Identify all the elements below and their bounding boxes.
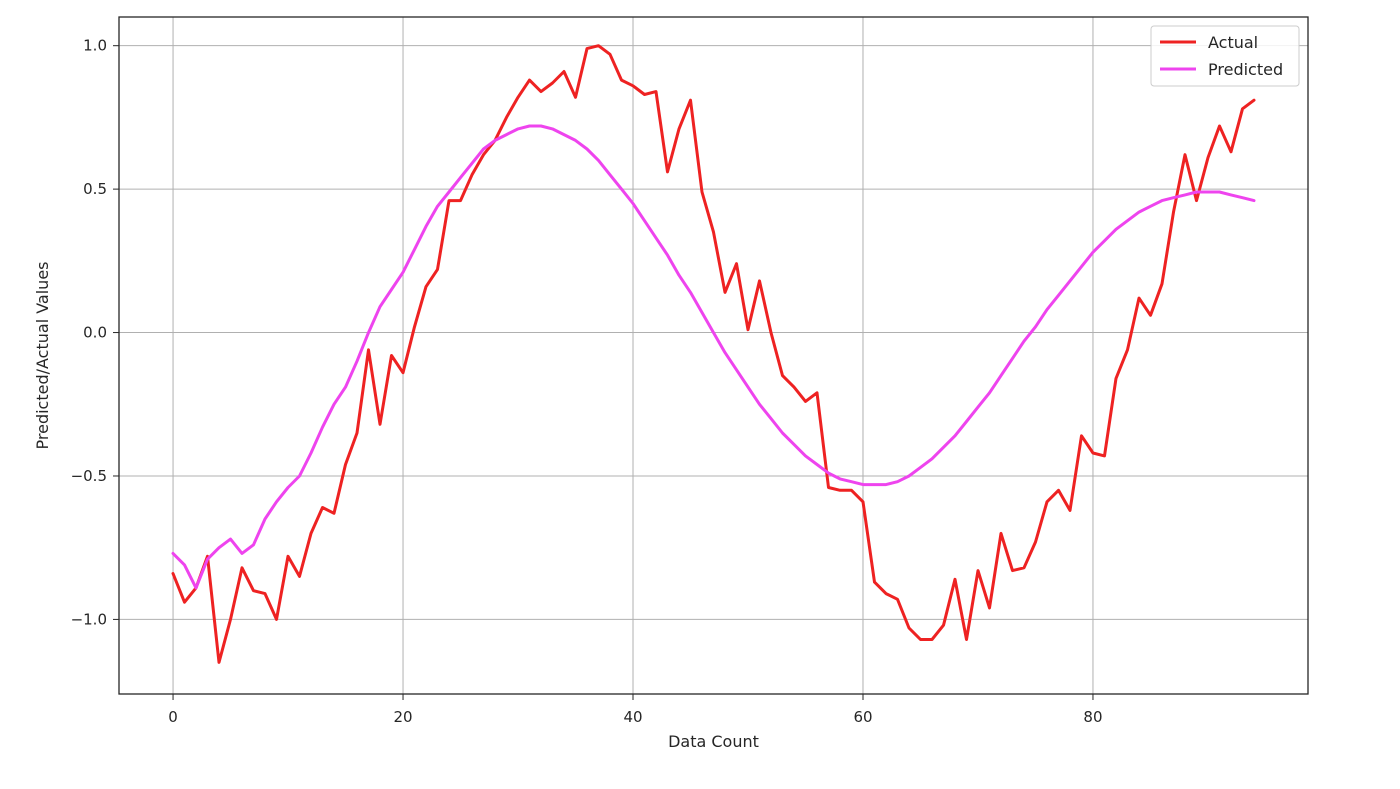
y-tick-label: 0.0 [83, 324, 107, 342]
y-axis-label: Predicted/Actual Values [33, 262, 52, 450]
axis-ticks: 0 20 40 60 80 −1.0 −0.5 0.0 0.5 1.0 [71, 37, 1103, 726]
grid [119, 17, 1308, 694]
x-tick-label: 80 [1083, 708, 1102, 726]
y-tick-label: 0.5 [83, 180, 107, 198]
x-tick-label: 0 [168, 708, 178, 726]
y-tick-label: 1.0 [83, 37, 107, 55]
legend-label-predicted: Predicted [1208, 60, 1283, 79]
y-tick-label: −1.0 [71, 610, 107, 628]
legend-label-actual: Actual [1208, 33, 1258, 52]
series-line-predicted [171, 124, 1256, 590]
series-line-actual [171, 44, 1256, 664]
x-tick-label: 20 [393, 708, 412, 726]
y-tick-label: −0.5 [71, 467, 107, 485]
x-tick-label: 60 [853, 708, 872, 726]
plot-frame [118, 16, 1309, 695]
x-axis-label: Data Count [668, 732, 759, 751]
legend: Actual Predicted [1150, 25, 1300, 87]
series-lines [171, 44, 1256, 664]
x-tick-label: 40 [623, 708, 642, 726]
